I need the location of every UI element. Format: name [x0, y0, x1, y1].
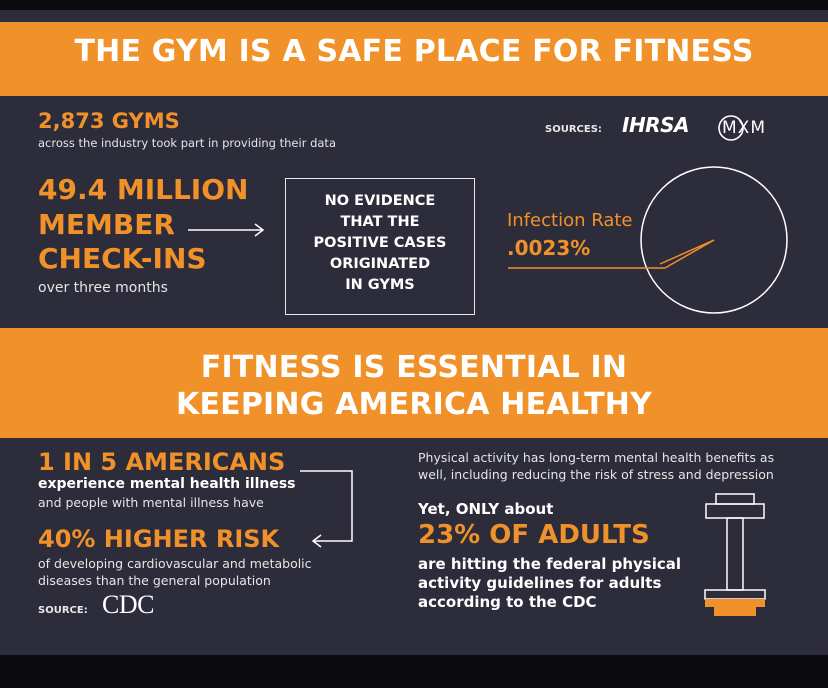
mental-health-line-2: well, including reducing the risk of str… [418, 467, 774, 482]
risk-description-2: diseases than the general population [38, 573, 271, 588]
infographic: THE GYM IS A SAFE PLACE FOR FITNESS 2,87… [0, 10, 828, 655]
dumbbell-icon [704, 493, 766, 616]
evidence-line: POSITIVE CASES [313, 235, 447, 251]
section2-title-line2: KEEPING AMERICA HEALTHY [176, 387, 652, 422]
evidence-line: NO EVIDENCE [324, 193, 436, 209]
americans-description-2: and people with mental illness have [38, 495, 264, 510]
pie-chart-icon [508, 166, 788, 314]
arrow-right-icon [188, 223, 265, 237]
title-banner-2 [0, 328, 828, 438]
yet-only-text: Yet, ONLY about [418, 500, 554, 518]
americans-stat: 1 IN 5 AMERICANS [38, 448, 286, 476]
section2-title-line1: FITNESS IS ESSENTIAL IN [200, 350, 628, 385]
section1-title: THE GYM IS A SAFE PLACE FOR FITNESS [74, 34, 754, 69]
cdc-logo: CDC [102, 590, 154, 619]
risk-stat: 40% HIGHER RISK [38, 525, 280, 553]
checkins-line-1: 49.4 MILLION [38, 173, 249, 206]
infection-rate-label: Infection Rate [507, 210, 633, 231]
checkins-description: over three months [38, 280, 168, 296]
infection-rate-value: .0023% [507, 236, 591, 260]
adults-stat: 23% OF ADULTS [418, 520, 650, 550]
gyms-description: across the industry took part in providi… [38, 136, 336, 150]
title-banner-1 [0, 22, 828, 96]
checkins-line-3: CHECK-INS [38, 242, 207, 275]
ihrsa-logo: IHRSA [622, 113, 689, 137]
adults-description-1: are hitting the federal physical [418, 555, 682, 573]
mxm-logo-icon [718, 115, 744, 141]
risk-description-1: of developing cardiovascular and metabol… [38, 556, 312, 571]
americans-description-1: experience mental health illness [38, 476, 296, 492]
gyms-count: 2,873 GYMS [38, 109, 180, 133]
evidence-line: IN GYMS [345, 277, 415, 293]
mxm-logo: MXM [722, 118, 766, 138]
adults-description-2: activity guidelines for adults [418, 574, 662, 592]
evidence-line: ORIGINATED [329, 256, 431, 272]
sources-label: SOURCES: [545, 124, 602, 135]
evidence-box: NO EVIDENCE THAT THE POSITIVE CASES ORIG… [285, 178, 475, 315]
cdc-source-label: SOURCE: [38, 605, 88, 616]
evidence-line: THAT THE [340, 214, 420, 230]
checkins-line-2: MEMBER [38, 208, 175, 241]
adults-description-3: according to the CDC [418, 593, 597, 611]
mental-health-line-1: Physical activity has long-term mental h… [418, 450, 775, 465]
bracket-arrow-icon [300, 470, 353, 548]
